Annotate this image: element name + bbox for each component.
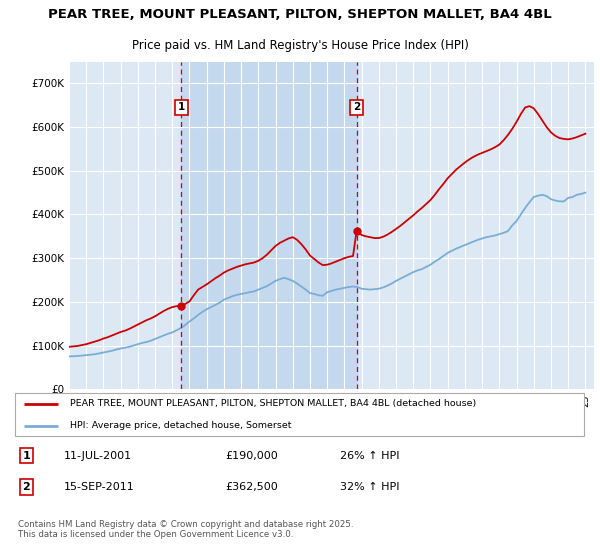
Text: 2: 2 xyxy=(23,482,30,492)
Text: 11-JUL-2001: 11-JUL-2001 xyxy=(64,451,132,461)
Text: PEAR TREE, MOUNT PLEASANT, PILTON, SHEPTON MALLET, BA4 4BL (detached house): PEAR TREE, MOUNT PLEASANT, PILTON, SHEPT… xyxy=(70,399,476,408)
Text: Price paid vs. HM Land Registry's House Price Index (HPI): Price paid vs. HM Land Registry's House … xyxy=(131,39,469,53)
Text: 15-SEP-2011: 15-SEP-2011 xyxy=(64,482,134,492)
Text: 1: 1 xyxy=(23,451,30,461)
Text: 26% ↑ HPI: 26% ↑ HPI xyxy=(340,451,400,461)
Text: 1: 1 xyxy=(178,102,185,113)
Text: £362,500: £362,500 xyxy=(225,482,278,492)
Text: 32% ↑ HPI: 32% ↑ HPI xyxy=(340,482,400,492)
Text: PEAR TREE, MOUNT PLEASANT, PILTON, SHEPTON MALLET, BA4 4BL: PEAR TREE, MOUNT PLEASANT, PILTON, SHEPT… xyxy=(48,8,552,21)
Bar xyxy=(181,62,356,389)
Text: HPI: Average price, detached house, Somerset: HPI: Average price, detached house, Some… xyxy=(70,421,291,430)
FancyBboxPatch shape xyxy=(15,393,584,436)
Text: 2: 2 xyxy=(353,102,360,113)
Text: Contains HM Land Registry data © Crown copyright and database right 2025.
This d: Contains HM Land Registry data © Crown c… xyxy=(18,520,353,539)
Text: £190,000: £190,000 xyxy=(225,451,278,461)
